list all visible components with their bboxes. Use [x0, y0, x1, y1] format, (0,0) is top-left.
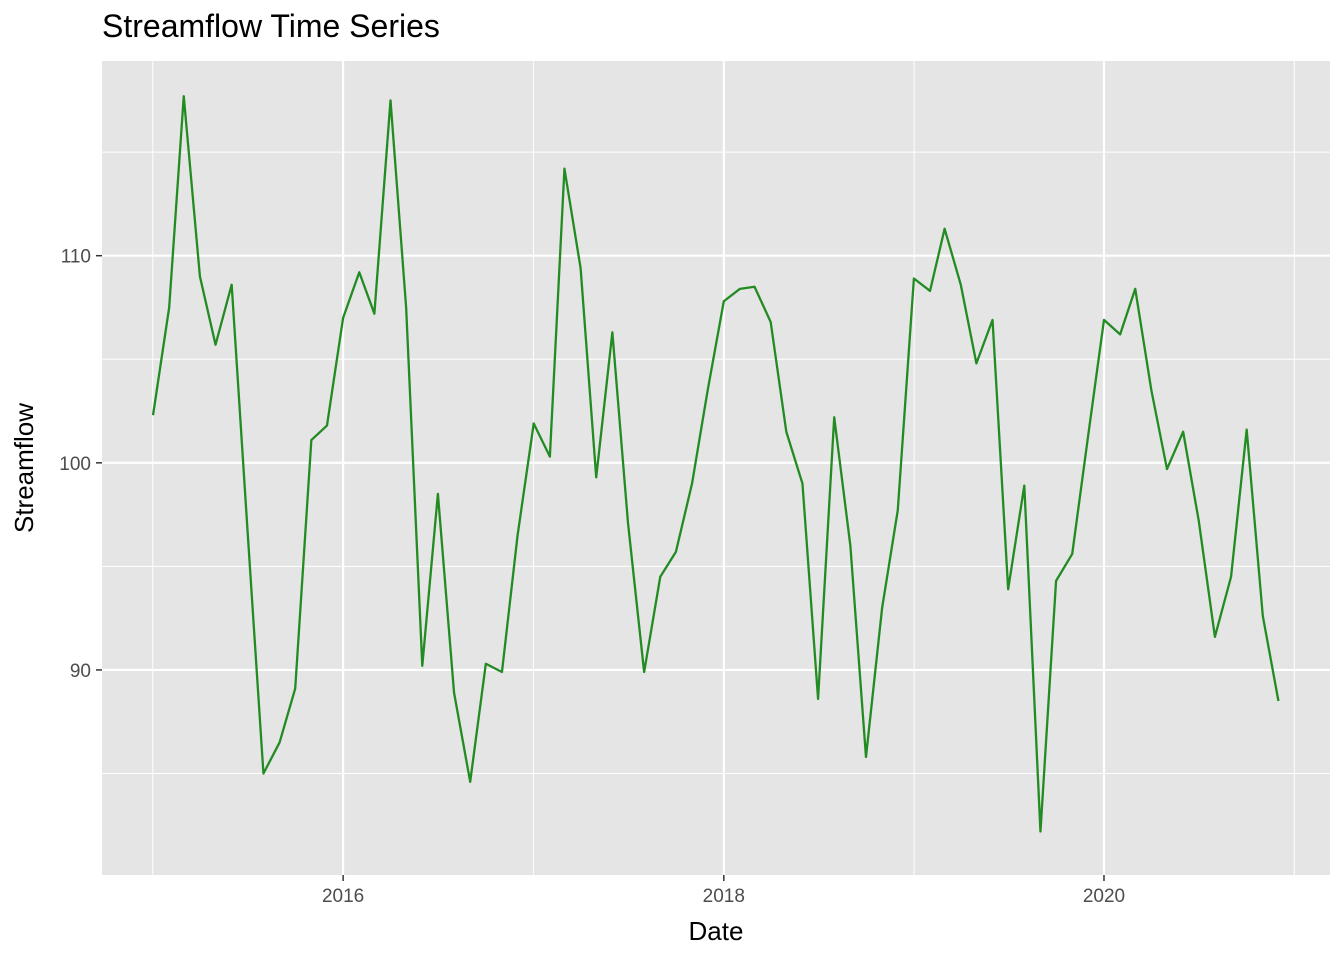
y-tick-label: 110 — [61, 247, 91, 268]
series-line-streamflow — [151, 95, 1280, 833]
y-axis-title: Streamflow — [9, 403, 39, 533]
series-layer — [151, 95, 1280, 833]
chart-title: Streamflow Time Series — [102, 8, 440, 44]
minor-gridlines — [102, 61, 1330, 875]
x-tick-label: 2016 — [322, 886, 364, 907]
major-gridlines — [102, 61, 1330, 875]
plot-panel — [102, 61, 1330, 875]
x-tick-label: 2020 — [1083, 886, 1125, 907]
x-axis-title: Date — [689, 916, 744, 946]
y-tick-label: 100 — [59, 454, 91, 475]
x-tick-label: 2018 — [703, 886, 745, 907]
x-axis: 2016 2018 2020 — [322, 875, 1125, 907]
y-tick-label: 90 — [70, 661, 91, 682]
y-axis: 90 100 110 — [59, 247, 102, 682]
